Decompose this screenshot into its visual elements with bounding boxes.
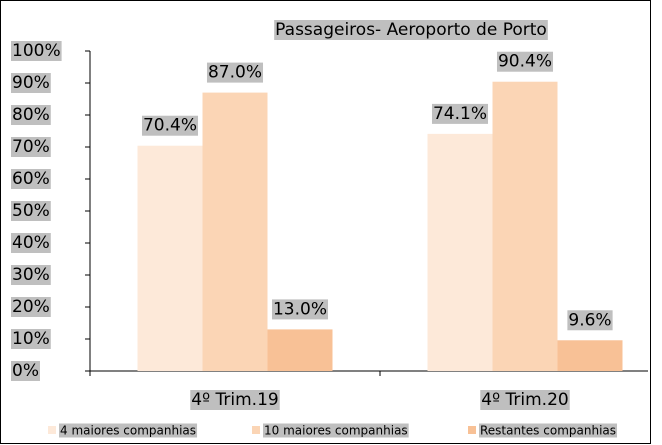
label-background [11, 137, 51, 157]
legend-swatch [252, 426, 260, 434]
y-tick-label: 90% [12, 73, 50, 93]
label-background [479, 423, 618, 438]
x-tick-label: 4º Trim.19 [191, 390, 278, 410]
legend-swatch [48, 426, 56, 434]
label-background [567, 310, 613, 331]
label-background [480, 390, 570, 410]
y-tick-label: 70% [12, 137, 50, 157]
y-tick-label: 0% [12, 361, 39, 381]
x-tick-label: 4º Trim.20 [481, 390, 568, 410]
y-tick-label: 10% [12, 329, 50, 349]
bar [492, 81, 558, 371]
y-tick-label: 50% [12, 201, 50, 221]
label-background [11, 73, 51, 93]
y-tick-label: 20% [12, 297, 50, 317]
label-background [190, 390, 280, 410]
label-background [274, 20, 548, 40]
label-background [496, 51, 554, 72]
label-background [11, 201, 51, 221]
data-label: 90.4% [498, 52, 552, 72]
data-label: 13.0% [273, 299, 327, 319]
legend-label: 4 maiores companhias [60, 424, 196, 438]
bar [267, 329, 333, 371]
chart-title: Passageiros- Aeroporto de Porto [275, 20, 547, 40]
label-background [11, 297, 51, 317]
label-background [11, 265, 51, 285]
label-background [263, 423, 409, 438]
label-background [11, 361, 40, 381]
label-background [11, 233, 51, 253]
label-background [11, 105, 51, 125]
label-background [271, 299, 329, 320]
data-label: 87.0% [208, 63, 262, 83]
label-background [11, 329, 51, 349]
label-background [141, 115, 199, 136]
data-label: 9.6% [568, 310, 611, 330]
bar [137, 145, 203, 371]
label-backgrounds [11, 20, 618, 438]
legend-label: 10 maiores companhias [264, 424, 408, 438]
bar [202, 92, 268, 371]
label-background [11, 41, 62, 61]
y-tick-label: 30% [12, 265, 50, 285]
label-background [59, 423, 198, 438]
y-tick-label: 60% [12, 169, 50, 189]
data-label: 70.4% [143, 116, 197, 136]
label-background [431, 103, 489, 124]
data-label: 74.1% [433, 104, 487, 124]
legend-label: Restantes companhias [480, 424, 616, 438]
y-tick-label: 80% [12, 105, 50, 125]
label-background [11, 169, 51, 189]
bar [427, 133, 493, 371]
legend-swatch [468, 426, 476, 434]
bar [557, 340, 623, 371]
y-tick-label: 100% [12, 41, 61, 61]
label-background [206, 62, 264, 83]
y-tick-label: 40% [12, 233, 50, 253]
